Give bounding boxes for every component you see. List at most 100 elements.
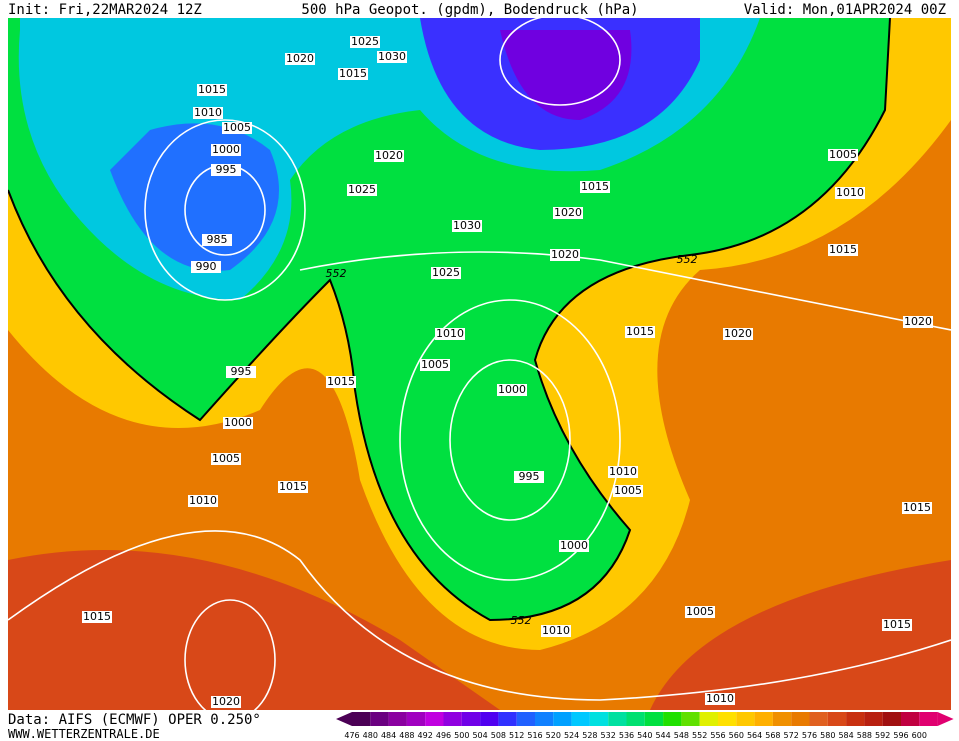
colorbar-swatch bbox=[589, 712, 609, 726]
isobar-label-box bbox=[902, 502, 932, 514]
isobar-label-box bbox=[350, 36, 380, 48]
isobar-label-box bbox=[82, 611, 112, 623]
isobar-label-box bbox=[723, 328, 753, 340]
isobar-label-box bbox=[202, 234, 232, 246]
isobar-label-box bbox=[191, 261, 221, 273]
colorbar-label: 560 bbox=[729, 731, 744, 740]
colorbar-label: 588 bbox=[857, 731, 872, 740]
isobar-label: 1025 bbox=[351, 35, 379, 48]
isobar-label: 985 bbox=[207, 233, 228, 246]
isobar-label: 1000 bbox=[560, 539, 588, 552]
colorbar-swatch bbox=[919, 712, 938, 726]
field-shade bbox=[8, 550, 500, 710]
colorbar-swatch bbox=[516, 712, 535, 726]
isobar-label: 1015 bbox=[883, 618, 911, 631]
isobar-label-box bbox=[193, 107, 223, 119]
colorbar-swatch bbox=[736, 712, 755, 726]
isobar-label-box bbox=[278, 481, 308, 493]
isobar-label: 1010 bbox=[542, 624, 570, 637]
colorbar-swatch bbox=[901, 712, 920, 726]
colorbar-swatch bbox=[754, 712, 773, 726]
colorbar-label: 576 bbox=[802, 731, 817, 740]
isobar-label-box bbox=[882, 619, 912, 631]
isobar-label: 1015 bbox=[903, 501, 931, 514]
colorbar-label: 580 bbox=[820, 731, 835, 740]
isobar-label: 1020 bbox=[554, 206, 582, 219]
isobar-label-box bbox=[374, 150, 404, 162]
isobar-label: 1020 bbox=[551, 248, 579, 261]
colorbar-label: 528 bbox=[582, 731, 597, 740]
colorbar-swatch bbox=[644, 712, 664, 726]
colorbar-label: 508 bbox=[491, 731, 506, 740]
isobar-label-box bbox=[452, 220, 482, 232]
isobar-label-box bbox=[211, 144, 241, 156]
isobar-label-box bbox=[580, 181, 610, 193]
isobar-label-box bbox=[211, 453, 241, 465]
isobar-label-box bbox=[347, 184, 377, 196]
field-shade bbox=[650, 560, 951, 710]
colorbar-label: 584 bbox=[838, 731, 853, 740]
colorbar-label: 488 bbox=[399, 731, 414, 740]
isobar-label: 1005 bbox=[421, 358, 449, 371]
isobar-label: 1010 bbox=[836, 186, 864, 199]
colorbar-swatch bbox=[718, 712, 737, 726]
isobar-label: 1020 bbox=[724, 327, 752, 340]
colorbar-swatch bbox=[571, 712, 590, 726]
isobar-label-box bbox=[835, 187, 865, 199]
isobar-label-box bbox=[211, 696, 241, 708]
colorbar-label: 484 bbox=[381, 731, 396, 740]
colorbar-label: 496 bbox=[436, 731, 451, 740]
isobar-label-box bbox=[377, 51, 407, 63]
colorbar-swatch bbox=[809, 712, 828, 726]
colorbar-label: 552 bbox=[692, 731, 707, 740]
colorbar-label: 564 bbox=[747, 731, 762, 740]
colorbar-label: 512 bbox=[509, 731, 524, 740]
colorbar-label: 600 bbox=[912, 731, 927, 740]
isobar-label: 1005 bbox=[686, 605, 714, 618]
field-blue bbox=[110, 123, 279, 271]
colorbar-arrow bbox=[336, 712, 352, 726]
colorbar-swatch bbox=[480, 712, 499, 726]
isobar-label: 1010 bbox=[189, 494, 217, 507]
contour-label: 552 bbox=[677, 253, 698, 266]
colorbar-swatch bbox=[443, 712, 462, 726]
colorbar-swatch bbox=[498, 712, 517, 726]
isobar-label-box bbox=[550, 249, 580, 261]
colorbar-swatch bbox=[388, 712, 407, 726]
isobar-label: 1015 bbox=[83, 610, 111, 623]
isobar-label: 1000 bbox=[212, 143, 240, 156]
field-purple bbox=[500, 30, 632, 120]
colorbar-swatch bbox=[626, 712, 645, 726]
isobar-label: 1025 bbox=[432, 266, 460, 279]
colorbar-label: 476 bbox=[344, 731, 359, 740]
isobar-label: 1005 bbox=[829, 148, 857, 161]
colorbar-label: 516 bbox=[527, 731, 542, 740]
colorbar-label: 480 bbox=[363, 731, 378, 740]
isobar bbox=[144, 119, 306, 301]
colorbar-label: 492 bbox=[418, 731, 433, 740]
isobar-label: 1015 bbox=[339, 67, 367, 80]
field bbox=[8, 18, 951, 710]
isobar-label-box bbox=[553, 207, 583, 219]
colorbar-swatch bbox=[535, 712, 554, 726]
colorbar-label: 504 bbox=[472, 731, 487, 740]
isobar-label-box bbox=[226, 366, 256, 378]
isobar bbox=[399, 299, 621, 581]
isobar-label-box bbox=[431, 267, 461, 279]
isobar-label: 1020 bbox=[212, 695, 240, 708]
colorbar-swatch bbox=[827, 712, 847, 726]
isobar-label: 995 bbox=[216, 163, 237, 176]
isobar-label: 990 bbox=[196, 260, 217, 273]
colorbar-swatch bbox=[846, 712, 865, 726]
colorbar-swatch bbox=[772, 712, 792, 726]
colorbar-swatch bbox=[461, 712, 481, 726]
labels: 1025103010201015101510101005100099598599… bbox=[82, 35, 933, 708]
isobar-label: 995 bbox=[519, 470, 540, 483]
isobar-label-box bbox=[197, 84, 227, 96]
contour-552 bbox=[8, 18, 891, 622]
colorbar-swatch bbox=[352, 712, 371, 726]
isobar-label: 1020 bbox=[375, 149, 403, 162]
isobar-label: 1010 bbox=[436, 327, 464, 340]
colorbar-label: 536 bbox=[619, 731, 634, 740]
colorbar-swatch bbox=[864, 712, 883, 726]
